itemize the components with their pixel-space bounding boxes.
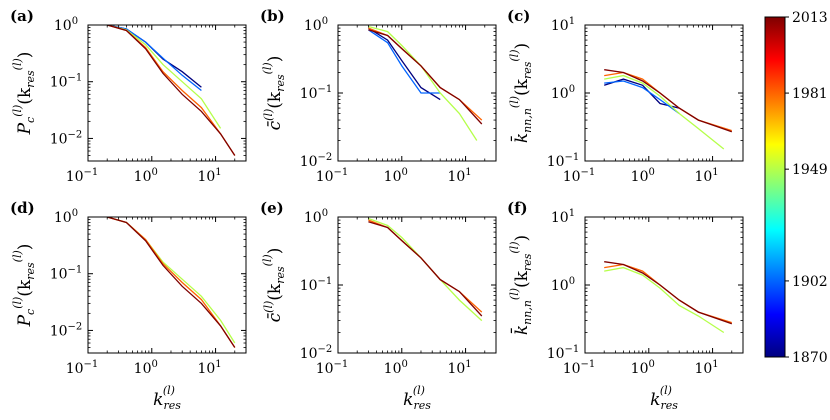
- series-line-2013: [107, 217, 236, 348]
- y-tick-label: 100: [304, 208, 328, 226]
- x-tick-label: 101: [694, 167, 718, 185]
- y-tick-label: 10−2: [50, 321, 83, 339]
- y-axis-label: Pc(l)(kres(l)): [11, 52, 37, 136]
- x-tick-label: 10−1: [316, 167, 349, 185]
- panel-label: (b): [260, 7, 285, 25]
- series-line-2013: [604, 69, 733, 133]
- axes-frame: [87, 24, 247, 162]
- panel-d: 10−1 100 101 100 10−1 10−2 (d) Pc(l)(kres(l)): [10, 199, 247, 377]
- series-line-1902: [368, 29, 441, 94]
- series-line-1949: [368, 25, 478, 141]
- x-tick-label: 101: [447, 167, 471, 185]
- x-axis-label: kres(l): [403, 384, 431, 412]
- x-tick-label: 10−1: [66, 167, 99, 185]
- colorbar-gradient: [764, 16, 786, 358]
- y-axis-label: Pc(l)(kres(l)): [11, 244, 37, 328]
- series-line-2013: [604, 261, 733, 325]
- x-tick-label: 101: [197, 167, 221, 185]
- series-line-2013: [107, 25, 236, 156]
- series-line-1949: [368, 217, 483, 322]
- y-tick-label: 10−1: [50, 265, 83, 283]
- series-line-1870: [107, 25, 202, 88]
- y-tick-label: 10−2: [50, 129, 83, 147]
- series-line-1949: [107, 217, 236, 344]
- y-tick-label: 10−1: [547, 344, 580, 362]
- y-tick-label: 100: [54, 208, 78, 226]
- series-line-2013: [368, 29, 483, 125]
- series-line-2013: [368, 221, 483, 317]
- x-tick-label: 10−1: [563, 167, 596, 185]
- series-line-1949: [604, 266, 725, 334]
- colorbar-tick-label: 1981: [792, 86, 828, 102]
- x-tick-label: 100: [134, 167, 158, 185]
- panel-label: (a): [10, 7, 34, 25]
- axes-frame: [584, 216, 744, 354]
- panel-label: (d): [10, 199, 35, 217]
- y-tick-label: 10−1: [547, 152, 580, 170]
- x-tick-label: 101: [447, 359, 471, 377]
- x-tick-label: 100: [384, 359, 408, 377]
- series-line-1981: [107, 217, 236, 348]
- y-tick-label: 101: [551, 16, 575, 34]
- colorbar: 2013 1981 1949 1902 1870: [764, 10, 828, 366]
- x-tick-label: 10−1: [66, 359, 99, 377]
- colorbar-tick-label: 1870: [792, 350, 828, 366]
- axes-frame: [584, 24, 744, 162]
- x-tick-label: 100: [384, 167, 408, 185]
- panel-f: 10−1 100 101 101 100 10−1 (f) k̄nn,n(l)(kres(l)…: [507, 199, 744, 377]
- axes-frame: [337, 216, 497, 354]
- colorbar-tick-label: 1949: [792, 162, 828, 178]
- y-tick-label: 100: [304, 16, 328, 34]
- series-line-1870: [368, 27, 441, 101]
- panel-label: (c): [507, 7, 530, 25]
- y-axis-label: k̄nn,n(l)(kres(l)): [508, 235, 534, 335]
- panel-c: 10−1 100 101 101 100 10−1 (c) k̄nn,n(l)(kres(l)…: [507, 7, 744, 185]
- colorbar-tick-label: 2013: [792, 10, 828, 26]
- series-line-1981: [604, 263, 732, 324]
- series-line-1949: [107, 25, 222, 129]
- panel-label: (f): [507, 199, 528, 217]
- y-tick-label: 10−1: [50, 73, 83, 91]
- y-tick-label: 10−2: [300, 152, 333, 170]
- x-tick-label: 100: [631, 167, 655, 185]
- series-line-1949: [604, 74, 725, 150]
- y-axis-label: c̄(l)(kres(l)): [261, 56, 287, 131]
- y-tick-label: 101: [551, 208, 575, 226]
- x-axis-label: kres(l): [153, 384, 181, 412]
- y-tick-label: 10−1: [300, 84, 333, 102]
- panel-a: 10−1 100 101 100 10−1 10−2 (a) Pc(l)(kres(l)): [10, 7, 247, 185]
- y-tick-label: 10−1: [300, 276, 333, 294]
- x-tick-label: 10−1: [316, 359, 349, 377]
- x-tick-label: 101: [694, 359, 718, 377]
- y-tick-label: 100: [551, 84, 575, 102]
- series-line-1902: [107, 25, 202, 92]
- y-axis-label: k̄nn,n(l)(kres(l)): [508, 43, 534, 143]
- y-tick-label: 100: [54, 16, 78, 34]
- x-tick-label: 101: [197, 359, 221, 377]
- x-tick-label: 100: [631, 359, 655, 377]
- panel-label: (e): [260, 199, 284, 217]
- y-axis-label: c̄(l)(kres(l)): [261, 248, 287, 323]
- axes-frame: [337, 24, 497, 162]
- series-line-1902: [604, 80, 680, 115]
- axes-frame: [87, 216, 247, 354]
- y-tick-label: 100: [551, 276, 575, 294]
- x-axis-label: kres(l): [650, 384, 678, 412]
- colorbar-tick-label: 1902: [792, 274, 828, 290]
- y-tick-label: 10−2: [300, 344, 333, 362]
- series-line-1981: [107, 25, 236, 156]
- x-tick-label: 100: [134, 359, 158, 377]
- x-tick-label: 10−1: [563, 359, 596, 377]
